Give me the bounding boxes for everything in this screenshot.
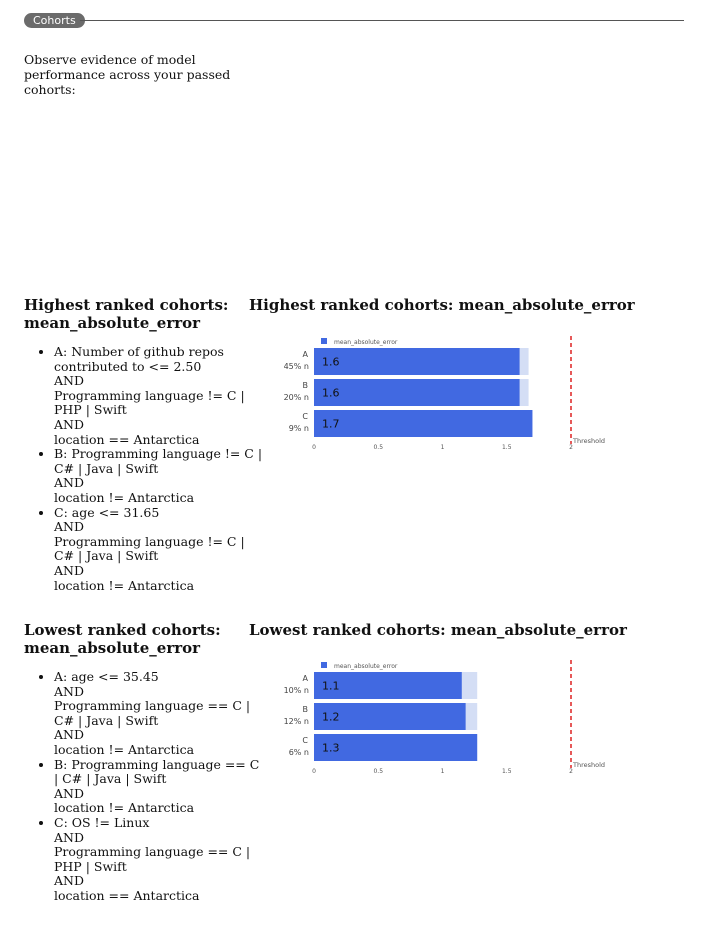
cohort-condition-line: AND <box>54 727 84 743</box>
bar-value-label: 1.1 <box>322 680 340 693</box>
bar-value-label: 1.6 <box>322 387 340 400</box>
cohort-condition-line: location != Antarctica <box>54 800 195 816</box>
cohort-condition-line: AND <box>54 519 84 535</box>
legend-label: mean_absolute_error <box>334 339 398 346</box>
bar-value-label: 1.2 <box>322 711 340 724</box>
cohort-item: A: Number of github repos contributed to… <box>54 344 266 447</box>
cohort-condition-line: Programming language == C | PHP | Swift <box>54 844 251 874</box>
x-tick-label: 2 <box>569 444 573 451</box>
cohort-condition-line: B: Programming language == C | C# | Java… <box>54 756 260 787</box>
cohort-condition-line: location == Antarctica <box>54 431 200 447</box>
legend-swatch <box>321 662 327 668</box>
legend-label: mean_absolute_error <box>334 663 398 670</box>
cohort-condition-line: B: Programming language != C | C# | Java… <box>54 446 263 476</box>
cohort-condition-line: AND <box>54 373 84 389</box>
category-label: A <box>303 674 309 683</box>
cohort-condition-line: location == Antarctica <box>54 887 200 903</box>
x-tick-label: 1.5 <box>502 768 512 775</box>
cohort-condition-line: AND <box>54 683 84 699</box>
cohort-condition-line: C: age <= 31.65 <box>54 504 160 520</box>
x-tick-label: 0 <box>312 444 316 451</box>
category-label: A <box>303 350 309 359</box>
highest-chart-title: Highest ranked cohorts: mean_absolute_er… <box>249 296 635 314</box>
cohort-condition-line: AND <box>54 416 84 432</box>
category-sublabel: 12% n <box>284 717 309 726</box>
cohort-condition-line: Programming language != C | PHP | Swift <box>54 387 245 418</box>
category-sublabel: 45% n <box>284 362 309 371</box>
cohort-condition-line: AND <box>54 829 84 845</box>
threshold-label: Threshold <box>572 761 605 769</box>
category-sublabel: 6% n <box>289 748 309 757</box>
cohort-condition-line: Programming language != C | C# | Java | … <box>54 533 245 564</box>
cohort-condition-line: location != Antarctica <box>54 577 195 593</box>
cohort-condition-line: AND <box>54 785 84 801</box>
bar <box>314 348 520 375</box>
bar-value-label: 1.6 <box>322 356 340 369</box>
lowest-ranked-chart: mean_absolute_error 1.1 A 10% n 1.2 B 12% n 1.3… <box>284 660 605 775</box>
bar-value-label: 1.3 <box>322 742 340 755</box>
highest-cohort-list: A: Number of github repos contributed to… <box>24 344 266 594</box>
cohort-condition-line: C: OS != Linux <box>54 814 150 830</box>
category-sublabel: 10% n <box>284 686 309 695</box>
cohort-item: B: Programming language == C | C# | Java… <box>54 756 266 816</box>
legend-swatch <box>321 338 327 344</box>
cohort-condition-line: location != Antarctica <box>54 741 195 757</box>
bar <box>314 379 520 406</box>
cohort-condition-line: A: age <= 35.45 <box>54 669 159 684</box>
header-divider <box>80 20 684 21</box>
lowest-list-title: Lowest ranked cohorts: mean_absolute_err… <box>24 621 221 657</box>
cohort-condition-line: location != Antarctica <box>54 489 195 505</box>
x-tick-label: 0.5 <box>373 768 383 775</box>
cohort-condition-line: A: Number of github repos contributed to… <box>54 344 224 374</box>
bar <box>314 703 466 730</box>
bar <box>314 672 462 699</box>
highest-list-title: Highest ranked cohorts: mean_absolute_er… <box>24 296 229 332</box>
cohort-condition-line: AND <box>54 873 84 889</box>
category-label: C <box>302 736 308 745</box>
cohort-condition-line: Programming language == C | C# | Java | … <box>54 698 251 728</box>
x-tick-label: 1.5 <box>502 444 512 451</box>
x-tick-label: 0.5 <box>373 444 383 451</box>
x-tick-label: 1 <box>441 444 445 451</box>
bar <box>314 734 478 761</box>
threshold-label: Threshold <box>572 437 605 445</box>
bar <box>314 410 533 437</box>
x-tick-label: 2 <box>569 768 573 775</box>
category-sublabel: 20% n <box>284 393 309 402</box>
x-tick-label: 0 <box>312 768 316 775</box>
cohort-condition-line: AND <box>54 475 84 491</box>
bar-value-label: 1.7 <box>322 418 340 431</box>
category-label: B <box>303 381 309 390</box>
category-sublabel: 9% n <box>289 424 309 433</box>
lowest-chart-title: Lowest ranked cohorts: mean_absolute_err… <box>249 621 627 639</box>
cohort-item: B: Programming language != C | C# | Java… <box>54 446 266 505</box>
intro-text: Observe evidence of model performance ac… <box>24 52 231 97</box>
cohorts-pill: Cohorts <box>24 13 85 28</box>
highest-ranked-chart: mean_absolute_error 1.6 A 45% n 1.6 B 20% n 1.7… <box>284 336 605 451</box>
category-label: C <box>302 412 308 421</box>
cohort-condition-line: AND <box>54 562 84 578</box>
category-label: B <box>303 705 309 714</box>
x-tick-label: 1 <box>441 768 445 775</box>
